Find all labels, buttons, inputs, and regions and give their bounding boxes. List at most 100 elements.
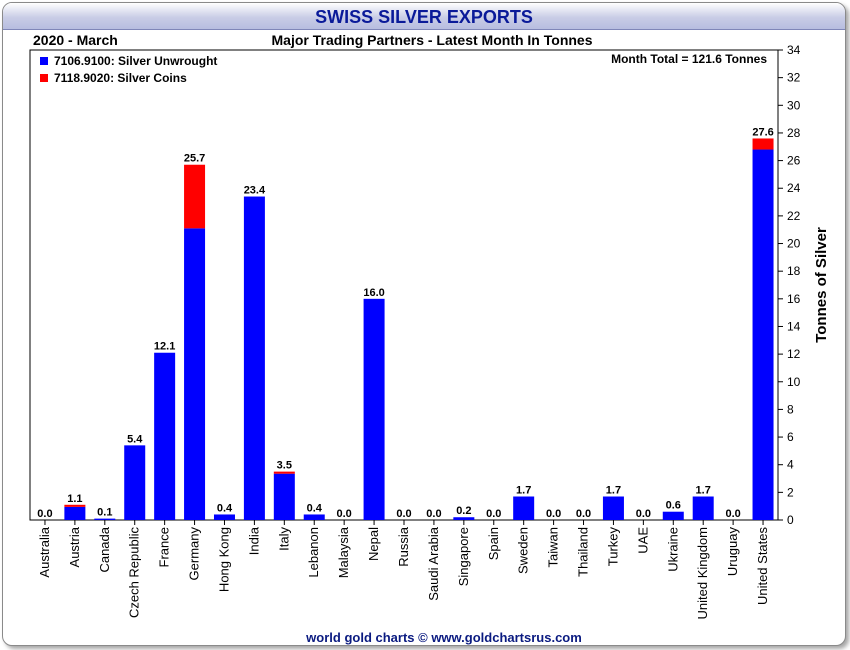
bar-value-label: 0.0 <box>337 508 352 520</box>
bar-value-label: 0.2 <box>456 505 471 517</box>
x-tick-label: Ukraine <box>665 527 680 572</box>
bar-value-label: 0.4 <box>307 502 323 514</box>
x-tick-label: India <box>246 526 261 555</box>
x-tick-label: Spain <box>486 527 501 560</box>
bar-value-label: 0.4 <box>217 502 233 514</box>
y-tick-label: 20 <box>787 237 801 251</box>
bar-silver-unwrought <box>453 517 475 520</box>
y-tick-label: 30 <box>787 98 801 112</box>
x-tick-label: France <box>157 527 172 567</box>
bar-silver-coins <box>752 138 774 150</box>
x-tick-label: Saudi Arabia <box>426 526 441 600</box>
bar-value-label: 16.0 <box>363 287 384 299</box>
x-tick-label: Turkey <box>605 527 620 567</box>
bar-silver-unwrought <box>94 518 116 520</box>
bar-value-label: 5.4 <box>127 433 143 445</box>
x-tick-label: United States <box>755 527 770 606</box>
bar-silver-unwrought <box>602 496 624 520</box>
bar-silver-unwrought <box>243 196 265 520</box>
bar-silver-unwrought <box>184 228 206 520</box>
bar-silver-unwrought <box>154 352 176 520</box>
bar-value-label: 23.4 <box>244 185 266 197</box>
y-tick-label: 8 <box>787 402 794 416</box>
bar-silver-coins <box>184 164 206 229</box>
bar-silver-unwrought <box>273 473 295 520</box>
x-tick-label: Thailand <box>576 527 591 577</box>
bar-silver-unwrought <box>662 511 684 520</box>
bar-silver-unwrought <box>692 496 714 520</box>
y-tick-label: 10 <box>787 375 801 389</box>
bar-value-label: 0.0 <box>725 508 740 520</box>
legend: 7106.9100: Silver Unwrought 7118.9020: S… <box>40 54 217 85</box>
y-tick-label: 32 <box>787 71 801 85</box>
y-tick-label: 14 <box>787 319 801 333</box>
legend-swatch-unwrought <box>40 57 48 65</box>
bar-value-label: 0.0 <box>636 508 651 520</box>
bar-value-label: 0.0 <box>486 508 501 520</box>
y-tick-label: 4 <box>787 458 794 472</box>
legend-swatch-coins <box>40 74 48 82</box>
bar-silver-unwrought <box>752 149 774 520</box>
y-tick-label: 6 <box>787 430 794 444</box>
y-tick-label: 24 <box>787 181 801 195</box>
x-tick-label: Italy <box>276 527 291 551</box>
legend-label-coins: 7118.9020: Silver Coins <box>54 71 187 85</box>
x-tick-label: Nepal <box>366 527 381 561</box>
bar-silver-coins <box>273 471 295 474</box>
bar-silver-unwrought <box>213 514 235 520</box>
bars: 0.0 1.1 0.1 5.4 12.1 25.7 0.4 23.4 3.5 0.4 0.0 16.0… <box>37 126 774 520</box>
bar-value-label: 0.6 <box>666 500 681 512</box>
x-tick-label: Malaysia <box>336 526 351 578</box>
bar-value-label: 0.0 <box>546 508 561 520</box>
x-tick-label: Russia <box>396 526 411 567</box>
bar-value-label: 1.1 <box>67 493 82 505</box>
x-tick-label: Austria <box>67 526 82 567</box>
y-axis-label: Tonnes of Silver <box>813 227 830 343</box>
x-tick-label: Sweden <box>516 527 531 574</box>
bar-value-label: 12.1 <box>154 341 175 353</box>
month-total: Month Total = 121.6 Tonnes <box>611 52 767 66</box>
y-tick-label: 16 <box>787 292 801 306</box>
bar-silver-unwrought <box>513 496 535 520</box>
y-tick-label: 22 <box>787 209 801 223</box>
bar-value-label: 0.0 <box>37 508 52 520</box>
x-tick-label: United Kingdom <box>695 527 710 620</box>
x-tick-label: Canada <box>97 526 112 572</box>
x-tick-label: Germany <box>187 527 202 581</box>
x-tick-label: UAE <box>635 527 650 554</box>
bar-silver-unwrought <box>303 514 325 520</box>
bar-value-label: 1.7 <box>696 485 711 497</box>
y-tick-label: 18 <box>787 264 801 278</box>
bar-value-label: 0.1 <box>97 507 112 519</box>
x-tick-label: Australia <box>37 526 52 577</box>
y-tick-label: 28 <box>787 126 801 140</box>
y-tick-label: 26 <box>787 154 801 168</box>
title-bar: SWISS SILVER EXPORTS <box>3 3 845 30</box>
bar-silver-coins <box>64 504 86 507</box>
x-tick-label: Taiwan <box>546 527 561 567</box>
bar-value-label: 0.0 <box>396 508 411 520</box>
legend-label-unwrought: 7106.9100: Silver Unwrought <box>54 54 217 68</box>
bar-value-label: 0.0 <box>576 508 591 520</box>
x-tick-label: Czech Republic <box>127 527 142 619</box>
bar-value-label: 0.0 <box>426 508 441 520</box>
chart-period: 2020 - March <box>33 32 118 48</box>
bar-value-label: 1.7 <box>516 485 531 497</box>
x-tick-label: Singapore <box>456 527 471 586</box>
chart-subtitle: Major Trading Partners - Latest Month In… <box>272 32 593 48</box>
bar-value-label: 25.7 <box>184 153 205 165</box>
bar-silver-unwrought <box>124 445 146 520</box>
bar-silver-unwrought <box>363 298 385 520</box>
y-tick-label: 0 <box>787 513 794 527</box>
y-tick-label: 12 <box>787 347 801 361</box>
y-tick-label: 34 <box>787 43 801 57</box>
bar-silver-unwrought <box>64 506 86 520</box>
footer-credit: world gold charts © www.goldchartsrus.co… <box>305 630 582 645</box>
bar-value-label: 1.7 <box>606 485 621 497</box>
chart-title: SWISS SILVER EXPORTS <box>315 7 533 27</box>
x-tick-label: Lebanon <box>306 527 321 578</box>
bar-value-label: 27.6 <box>752 126 773 138</box>
x-axis: Australia Austria Canada Czech Republic Fran… <box>37 520 770 620</box>
